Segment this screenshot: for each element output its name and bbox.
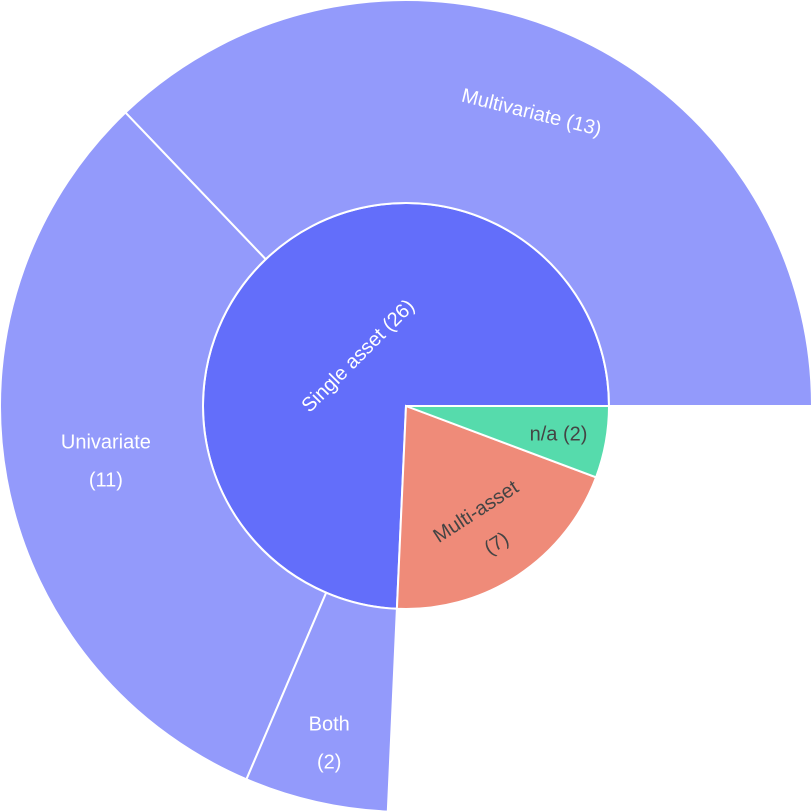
outer-slice-univariate[interactable] [0,111,328,781]
outer-label-univariate: Univariate (11) [61,431,151,491]
inner-label-n-a: n/a (2) [530,424,588,446]
outer-label-both: Both (2) [309,713,350,773]
outer-slice-multivariate[interactable] [124,0,812,407]
inner-slice-multi-asset[interactable] [395,404,598,610]
inner-slice-n-a[interactable] [405,405,611,479]
